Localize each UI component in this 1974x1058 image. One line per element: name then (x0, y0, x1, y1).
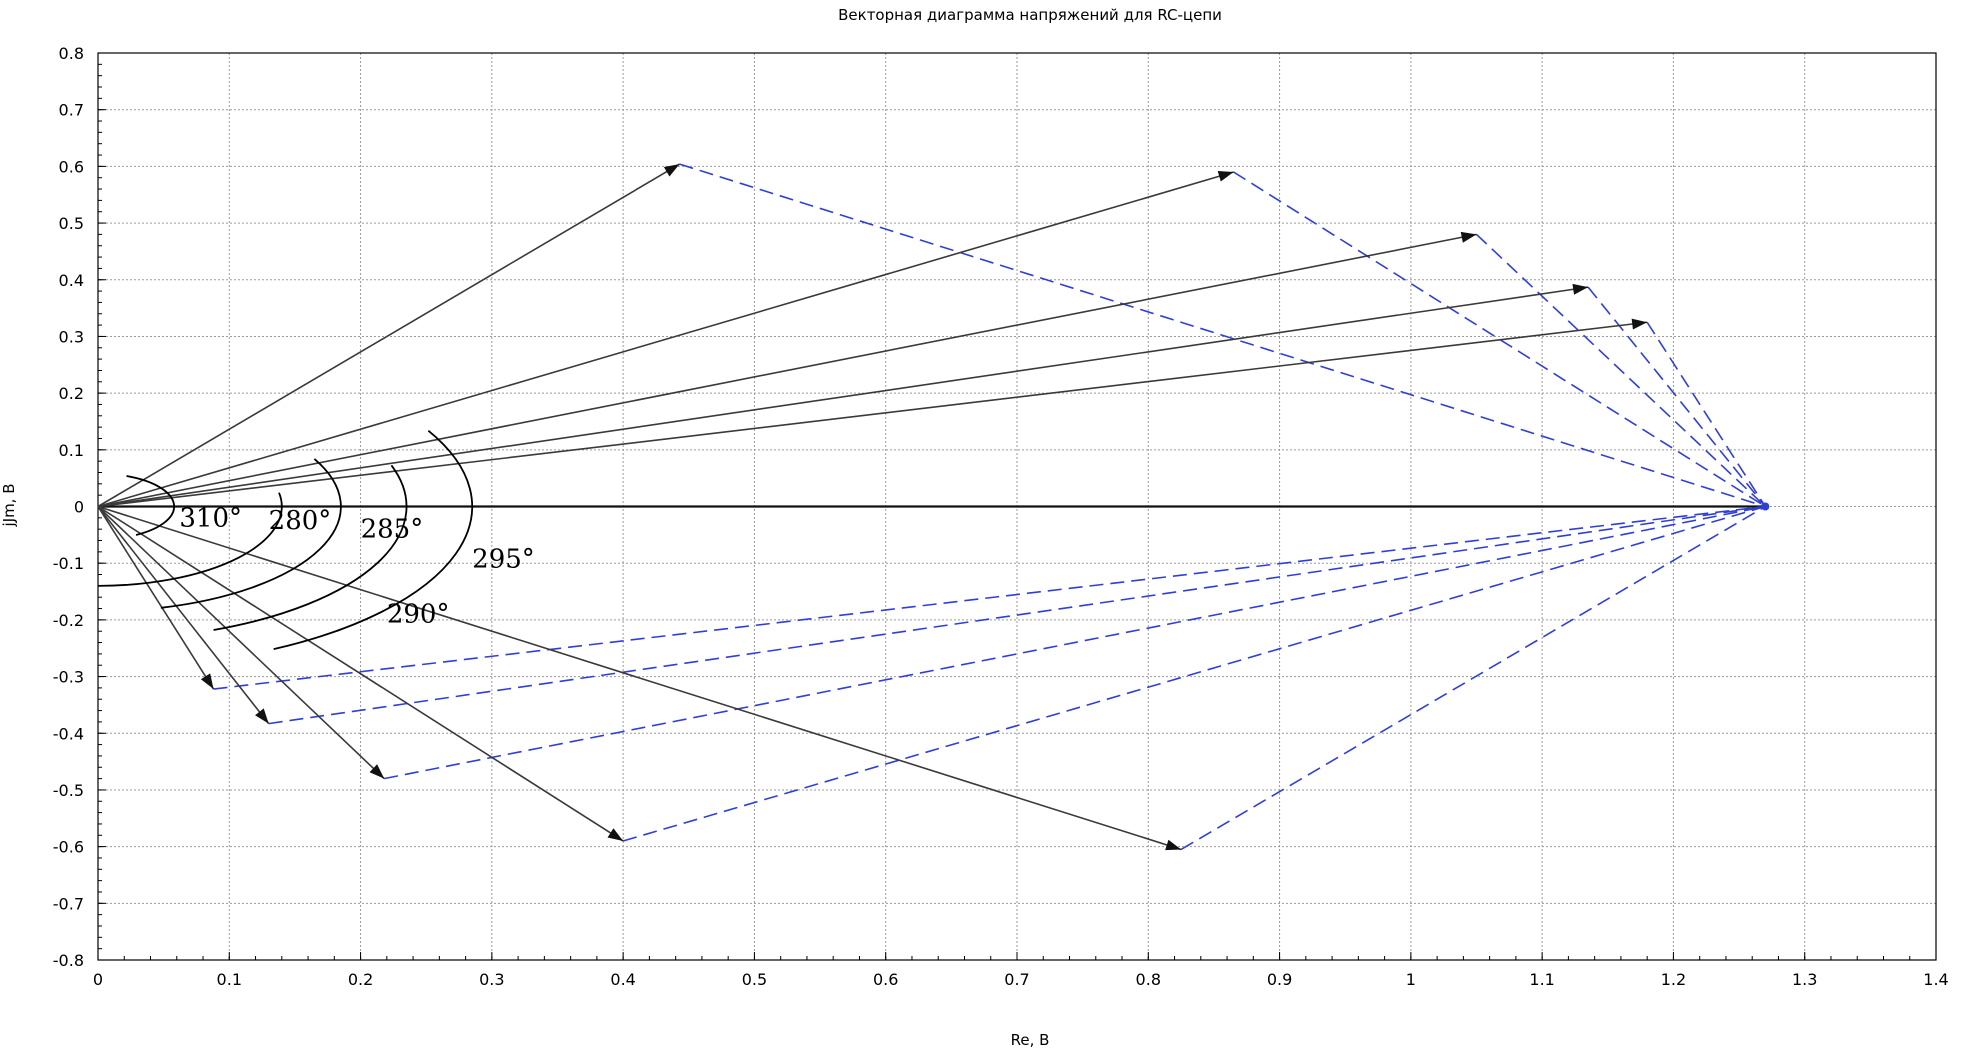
vector-arrowhead (1217, 171, 1234, 182)
dashed-vector (622, 505, 1766, 842)
y-tick-label: -0.5 (53, 781, 84, 800)
voltage-vector (97, 506, 270, 725)
dashed-vector (268, 505, 1766, 725)
x-tick-label: 0.9 (1267, 970, 1292, 989)
y-tick-label: 0.1 (59, 441, 84, 460)
y-tick-label: -0.2 (53, 611, 84, 630)
x-tick-label: 0.3 (479, 970, 504, 989)
voltage-vector (97, 171, 1234, 508)
x-tick-label: 1.2 (1661, 970, 1686, 989)
voltage-vector (97, 506, 215, 690)
angle-label: 310° (179, 503, 242, 533)
angle-label: 285° (361, 515, 424, 545)
y-tick-label: -0.3 (53, 668, 84, 687)
dashed-vector (1180, 505, 1766, 851)
voltage-vector (97, 505, 385, 780)
x-tick-label: 1.3 (1792, 970, 1817, 989)
dashed-vector (384, 505, 1766, 780)
voltage-vector (97, 233, 1477, 508)
x-tick-label: 1.4 (1923, 970, 1948, 989)
y-tick-label: 0.4 (59, 271, 84, 290)
dashed-vector (1475, 233, 1766, 508)
y-tick-label: 0.2 (59, 384, 84, 403)
vector-arrowhead (255, 708, 269, 724)
y-axis-label: jJm, В (0, 483, 18, 527)
voltage-vector (97, 505, 624, 842)
x-tick-label: 0.8 (1136, 970, 1161, 989)
y-tick-label: 0.3 (59, 327, 84, 346)
dashed-vector (1587, 286, 1766, 508)
x-tick-label: 0.6 (873, 970, 898, 989)
voltage-vector (97, 505, 1182, 851)
endpoint-marker (1761, 502, 1770, 511)
angle-arc (126, 475, 176, 536)
angle-arc (160, 458, 342, 609)
vector-arrowhead (1165, 839, 1182, 851)
x-axis-label: Re, В (1011, 1031, 1050, 1049)
voltage-vector (97, 163, 681, 508)
y-tick-label: 0.6 (59, 157, 84, 176)
angle-label: 280° (269, 506, 332, 536)
vector-arrowhead (1572, 283, 1589, 295)
y-tick-label: 0.8 (59, 44, 84, 63)
voltage-vector (97, 286, 1589, 508)
x-tick-label: 1.1 (1529, 970, 1554, 989)
vector-arrowhead (200, 673, 214, 690)
y-tick-label: -0.4 (53, 724, 84, 743)
angle-label: 290° (387, 600, 450, 630)
chart-title: Векторная диаграмма напряжений для RC-це… (838, 6, 1222, 24)
angle-arc (213, 464, 408, 631)
x-tick-label: 0.1 (217, 970, 242, 989)
x-tick-label: 0.2 (348, 970, 373, 989)
x-tick-label: 0 (93, 970, 103, 989)
vector-arrowhead (1460, 231, 1477, 243)
y-tick-label: 0 (74, 498, 84, 517)
x-tick-label: 0.4 (610, 970, 635, 989)
x-tick-label: 1 (1406, 970, 1416, 989)
angle-arc (273, 429, 473, 651)
dashed-vector (213, 505, 1766, 690)
y-tick-label: -0.6 (53, 838, 84, 857)
angle-arc (97, 492, 283, 587)
y-tick-label: -0.7 (53, 894, 84, 913)
dashed-vector (1646, 321, 1767, 507)
angle-label: 295° (472, 545, 535, 575)
voltage-vector (97, 321, 1648, 508)
vector-arrowhead (1631, 318, 1648, 330)
y-tick-label: -0.8 (53, 951, 84, 970)
y-tick-label: -0.1 (53, 554, 84, 573)
x-tick-label: 0.5 (742, 970, 767, 989)
dashed-vector (679, 163, 1766, 508)
x-tick-label: 0.7 (1004, 970, 1029, 989)
vector-arrowhead (607, 828, 624, 841)
vector-arrowhead (663, 164, 680, 177)
y-tick-label: 0.7 (59, 101, 84, 120)
vector-arrowhead (369, 764, 385, 779)
y-tick-label: 0.5 (59, 214, 84, 233)
